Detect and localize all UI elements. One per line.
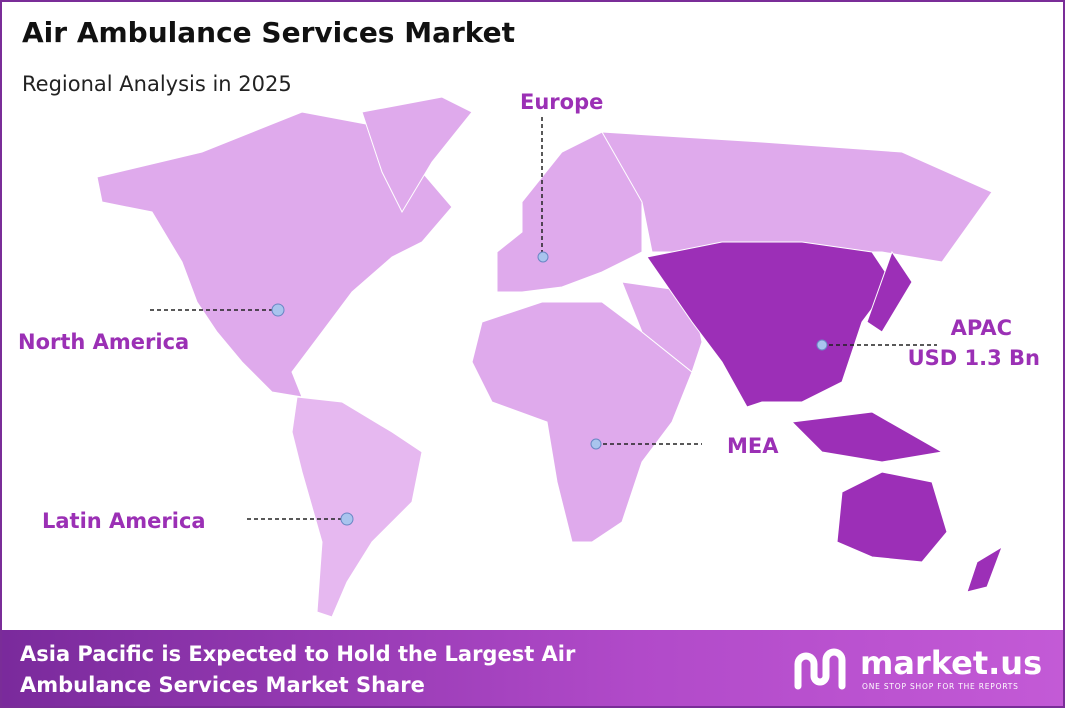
region-label: North America	[18, 330, 189, 354]
marker	[590, 438, 602, 450]
subtitle: Regional Analysis in 2025	[22, 72, 292, 96]
region-label: Latin America	[42, 509, 206, 533]
footer-text: Ambulance Services Market Share	[20, 673, 425, 697]
brand-tagline: ONE STOP SHOP FOR THE REPORTS	[862, 682, 1019, 691]
se-asia-islands	[790, 411, 944, 463]
brand-logo	[794, 648, 846, 690]
region-label: APAC	[951, 316, 1012, 340]
world-map: Europe North America APAC USD 1.3 Bn MEA…	[18, 90, 1040, 618]
marker	[816, 339, 828, 351]
region-label: MEA	[727, 434, 779, 458]
marker	[537, 251, 549, 263]
region-value: USD 1.3 Bn	[908, 346, 1040, 370]
asia	[646, 241, 893, 408]
footer: Asia Pacific is Expected to Hold the Lar…	[2, 630, 1063, 706]
title: Air Ambulance Services Market	[22, 16, 516, 49]
brand-name: market.us	[860, 644, 1043, 682]
leader-lines	[150, 117, 937, 520]
markers	[271, 251, 828, 526]
continents	[96, 96, 993, 618]
latin-america	[291, 396, 423, 618]
footer-text: Asia Pacific is Expected to Hold the Lar…	[20, 642, 576, 666]
new-zealand	[966, 545, 1003, 593]
australia	[836, 471, 948, 563]
marker	[340, 512, 354, 526]
africa	[471, 301, 693, 543]
greenland	[361, 96, 473, 214]
japan	[866, 250, 913, 333]
apac-region	[646, 241, 1003, 593]
north-asia	[601, 131, 993, 263]
marker	[271, 303, 285, 317]
region-label: Europe	[520, 90, 603, 114]
